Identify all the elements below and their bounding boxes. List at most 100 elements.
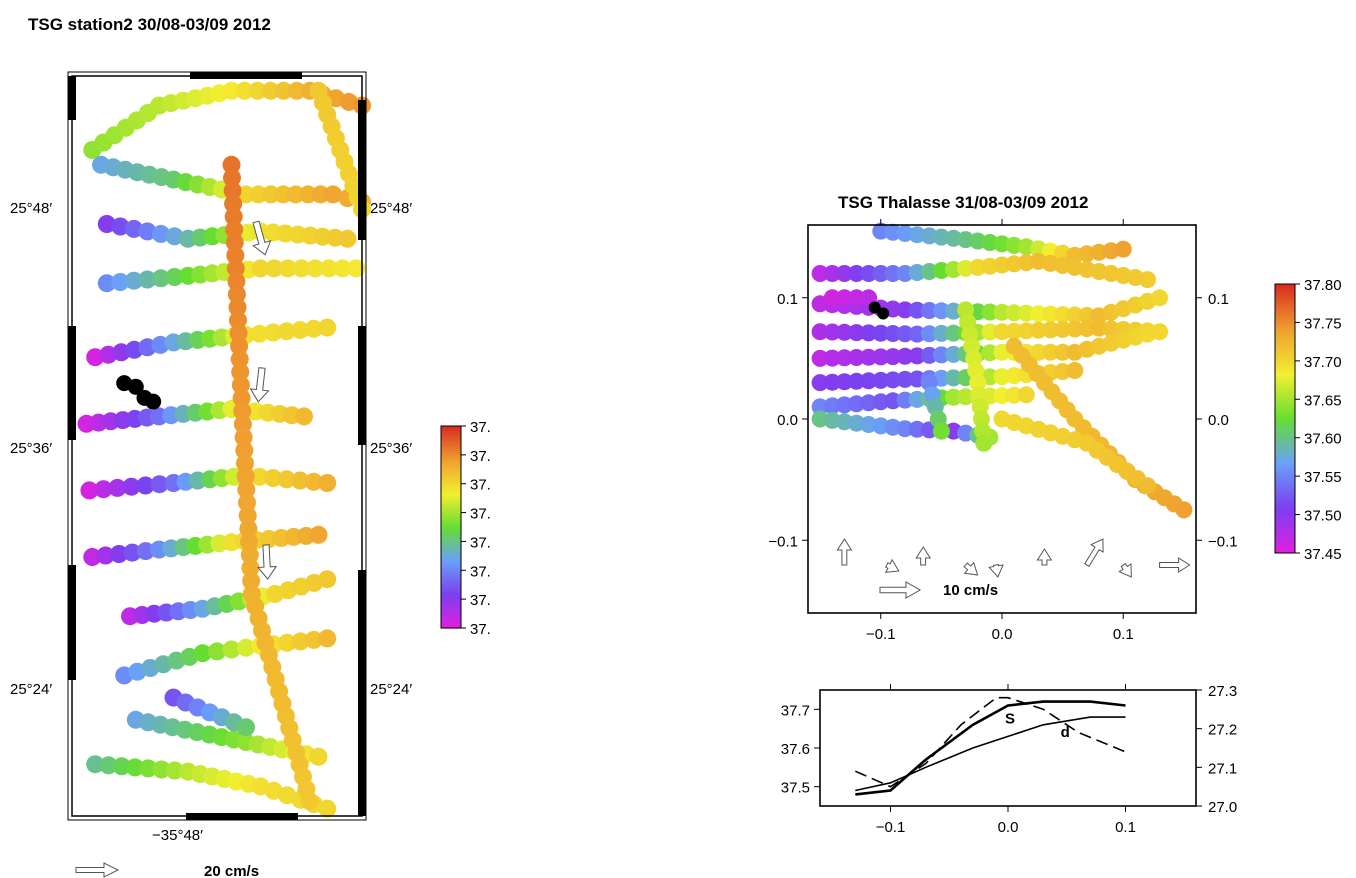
colorbar-band — [1275, 456, 1295, 460]
missing-point — [877, 307, 890, 320]
track-point — [872, 348, 890, 366]
colorbar-band — [441, 613, 461, 617]
colorbar-band — [1275, 426, 1295, 430]
track-point — [1017, 304, 1035, 322]
colorbar-band — [441, 595, 461, 599]
colorbar-band — [1275, 504, 1295, 508]
colorbar-band — [1275, 378, 1295, 382]
colorbar-band — [1275, 450, 1295, 454]
track-point — [108, 478, 127, 497]
track-point — [1139, 325, 1156, 343]
map-frame-segment — [68, 565, 76, 680]
track-point — [250, 467, 269, 486]
colorbar-band — [1275, 335, 1295, 339]
series-label-d: d — [1061, 724, 1070, 741]
track-point — [222, 155, 241, 174]
y-tick-label-right: 27.1 — [1208, 760, 1237, 777]
station2-scale-label: 20 cm/s — [204, 863, 259, 878]
track-point — [304, 630, 323, 649]
track-point — [226, 246, 245, 265]
colorbar-band — [441, 575, 461, 579]
track-point — [932, 324, 950, 342]
colorbar-band — [1275, 469, 1295, 473]
profile-plot: −0.1 0.0 0.1 37.5 37.6 37.7 27.0 27.1 27.2 27.3 Sd — [781, 683, 1237, 836]
track-point — [1054, 343, 1072, 361]
track-point — [225, 233, 244, 252]
track-point — [908, 390, 926, 408]
missing-point — [868, 301, 881, 314]
track-point — [251, 259, 270, 278]
colorbar-band — [1275, 407, 1295, 411]
colorbar-band — [1275, 536, 1295, 541]
track-point — [299, 185, 318, 204]
track-point — [232, 389, 251, 408]
colorbar-tick-label: 37. — [470, 563, 491, 580]
colorbar-band — [441, 442, 461, 445]
colorbar-tick-label: 37. — [470, 448, 491, 465]
colorbar-band — [1275, 327, 1295, 331]
track-point — [124, 271, 143, 290]
colorbar-band — [441, 569, 461, 572]
track-point — [908, 264, 926, 281]
track-point — [236, 467, 255, 486]
y-tick-label-right: 27.3 — [1208, 683, 1237, 700]
track-point — [165, 761, 184, 780]
colorbar-band — [1275, 429, 1295, 433]
track-point — [238, 506, 257, 525]
track-point — [278, 633, 297, 652]
colorbar-band — [1275, 464, 1295, 468]
track-point — [242, 571, 261, 590]
colorbar-band — [441, 516, 461, 520]
x-tick-label: 0.0 — [992, 626, 1013, 643]
y-tick-label-left: 37.5 — [781, 780, 810, 797]
colorbar-band — [1275, 518, 1295, 522]
colorbar-band — [1275, 542, 1295, 546]
colorbar-band — [441, 504, 461, 508]
station2-track-points — [77, 81, 371, 818]
colorbar-band — [441, 607, 461, 611]
track-point — [124, 219, 143, 238]
colorbar-band — [441, 492, 461, 496]
colorbar-band — [441, 460, 461, 463]
colorbar-band — [441, 466, 461, 469]
colorbar-band — [441, 525, 461, 528]
colorbar-band — [441, 533, 461, 536]
colorbar-band — [441, 537, 461, 540]
y-tick-label-right: 27.2 — [1208, 722, 1237, 739]
y-tick-label-left: 0.0 — [777, 412, 798, 429]
track-point — [318, 318, 337, 337]
colorbar-band — [1275, 321, 1295, 325]
thalasse-plot-frame — [802, 219, 1202, 619]
track-point — [945, 388, 962, 406]
colorbar-band — [1275, 292, 1295, 296]
missing-point — [127, 378, 144, 395]
track-point — [227, 285, 246, 304]
colorbar-band — [441, 444, 461, 447]
colorbar-band — [441, 428, 461, 431]
map-frame-segment — [186, 813, 298, 820]
lat-tick-left-3: 25°24′ — [10, 681, 52, 698]
track-point — [234, 428, 253, 447]
current-arrow-icon — [1118, 562, 1132, 578]
colorbar-band — [441, 482, 461, 486]
track-point — [848, 265, 865, 282]
x-tick-label: 0.1 — [1115, 819, 1136, 836]
track-point — [993, 323, 1011, 341]
track-point — [1029, 305, 1047, 323]
colorbar-band — [441, 458, 461, 461]
colorbar-band — [1275, 375, 1295, 379]
colorbar-tick-label: 37. — [470, 477, 491, 494]
track-point — [151, 269, 170, 288]
track-point — [1066, 320, 1084, 338]
track-point — [231, 363, 250, 381]
colorbar-band — [1275, 523, 1295, 527]
colorbar-band — [441, 579, 461, 583]
map-frame-segment — [68, 76, 76, 120]
colorbar-band — [1275, 477, 1295, 481]
colorbar-band — [441, 589, 461, 593]
track-point — [319, 259, 338, 278]
y-tick-label-left: −0.1 — [768, 533, 798, 550]
track-point — [165, 268, 184, 286]
colorbar-band — [1275, 308, 1295, 312]
track-point — [165, 227, 184, 246]
